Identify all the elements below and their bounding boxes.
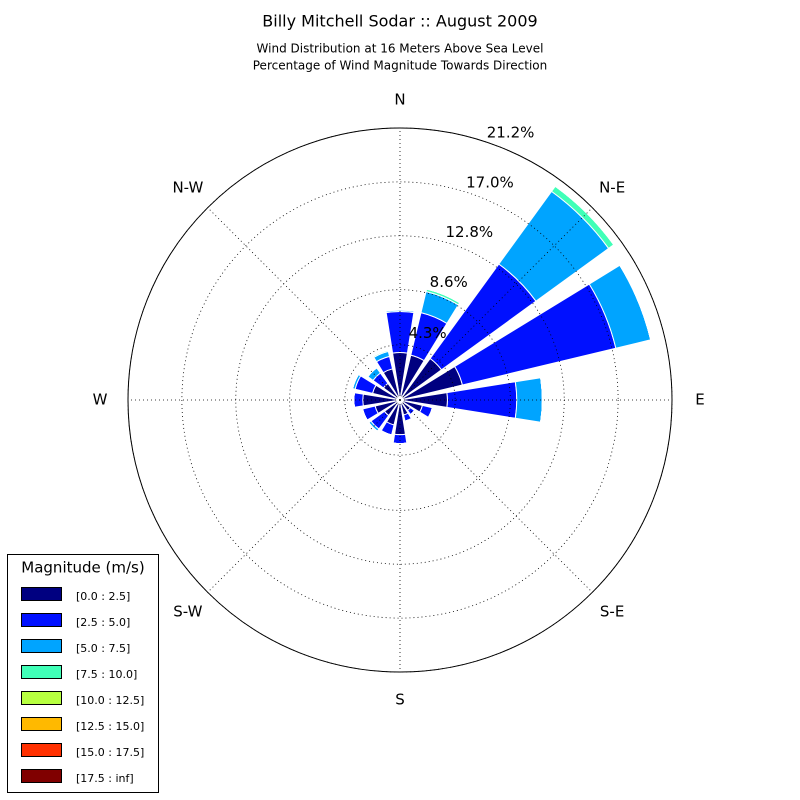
legend-swatch [21, 665, 62, 679]
legend-label: [0.0 : 2.5] [76, 590, 130, 603]
wind-bar [393, 442, 407, 445]
wind-bar [555, 185, 615, 245]
spoke [207, 399, 401, 593]
legend-title: Magnitude (m/s) [21, 559, 144, 577]
legend-label: [5.0 : 7.5] [76, 642, 130, 655]
chart-title: Billy Mitchell Sodar :: August 2009 [262, 12, 537, 31]
direction-label: W [93, 391, 108, 409]
chart-subtitle: Percentage of Wind Magnitude Towards Dir… [253, 59, 547, 73]
legend-swatch [21, 743, 62, 757]
wind-bar [419, 404, 434, 419]
r-tick-label: 8.6% [430, 273, 468, 291]
wind-bar [352, 374, 359, 389]
legend-swatch [21, 769, 62, 783]
legend-label: [12.5 : 15.0] [76, 720, 144, 733]
spoke [399, 399, 593, 593]
legend-label: [10.0 : 12.5] [76, 694, 144, 707]
direction-label: S [395, 691, 405, 709]
legend-swatch [21, 691, 62, 705]
direction-label: E [695, 391, 704, 409]
r-tick-label: 4.3% [409, 324, 447, 342]
legend: Magnitude (m/s) [0.0 : 2.5] [2.5 : 5.0] [5.… [7, 554, 159, 793]
r-tick-label: 17.0% [466, 173, 514, 191]
legend-swatch [21, 717, 62, 731]
direction-label: S-W [173, 603, 202, 621]
legend-swatch [21, 613, 62, 627]
chart-subtitle: Wind Distribution at 16 Meters Above Sea… [257, 42, 544, 56]
legend-swatch [21, 587, 62, 601]
direction-label: N-E [599, 178, 625, 196]
wind-bar [372, 349, 389, 357]
wind-bar [426, 288, 460, 304]
direction-label: S-E [600, 603, 624, 621]
legend-label: [17.5 : inf] [76, 772, 134, 785]
wind-bar [446, 381, 518, 419]
r-tick-label: 12.8% [446, 223, 494, 241]
spoke [207, 207, 401, 401]
legend-label: [7.5 : 10.0] [76, 668, 137, 681]
wind-bar [404, 418, 412, 422]
legend-label: [2.5 : 5.0] [76, 616, 130, 629]
legend-label: [15.0 : 17.5] [76, 746, 144, 759]
grid-ring [181, 181, 619, 619]
spoke [399, 207, 593, 401]
r-tick-label: 21.2% [487, 123, 535, 141]
grid-ring [289, 289, 511, 511]
legend-swatch [21, 639, 62, 653]
direction-label: N [394, 91, 405, 109]
grid-ring [344, 344, 456, 456]
direction-label: N-W [172, 178, 203, 196]
grid-ring [127, 127, 673, 673]
wind-bar [392, 433, 408, 445]
wind-bar [353, 392, 355, 408]
